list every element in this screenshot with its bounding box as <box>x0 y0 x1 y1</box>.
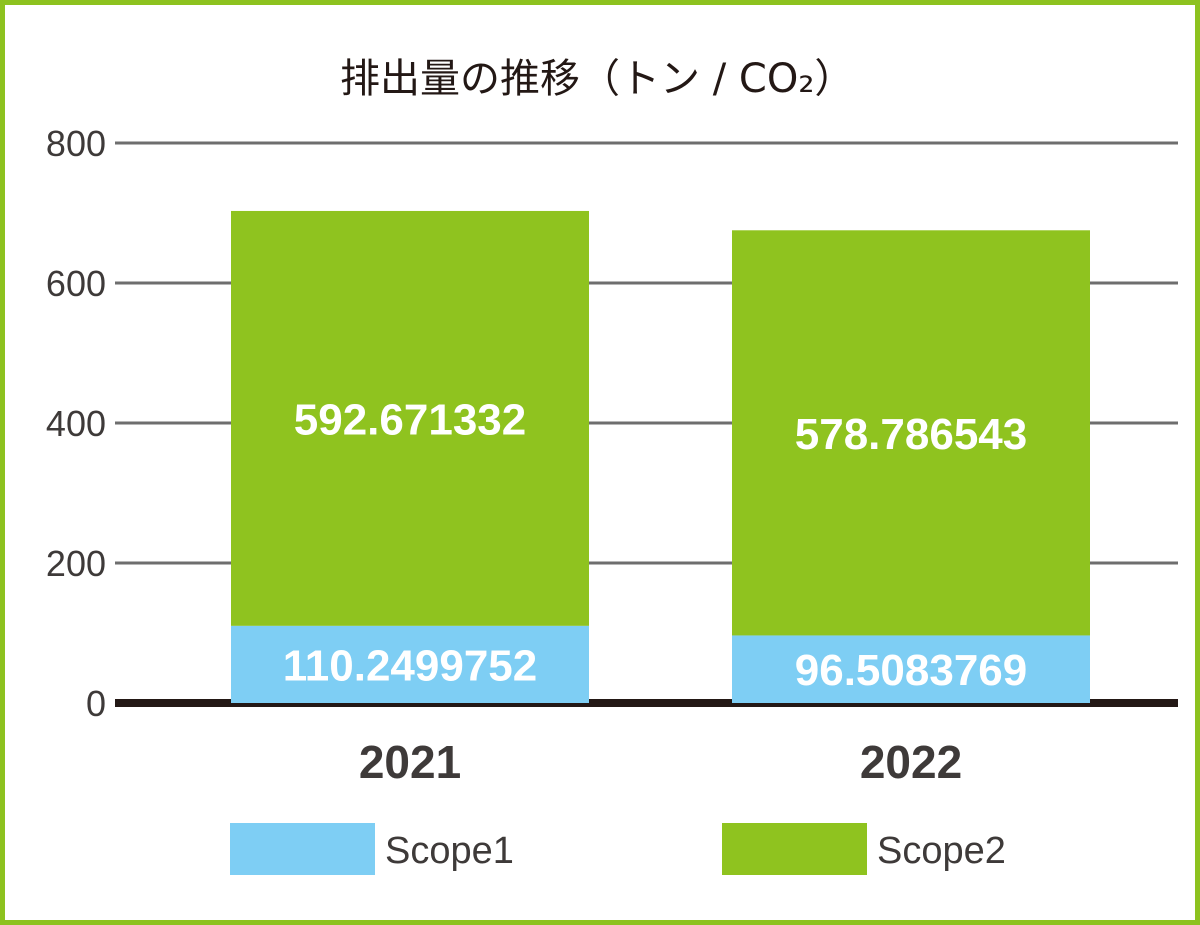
legend-label: Scope2 <box>877 830 1006 872</box>
x-category-label: 2022 <box>860 736 962 788</box>
data-label: 592.671332 <box>294 395 526 444</box>
y-axis-ticks: 0 200 400 600 800 <box>46 123 106 724</box>
x-category-label: 2021 <box>359 736 461 788</box>
y-tick-label: 400 <box>46 403 106 444</box>
legend-label: Scope1 <box>385 830 514 872</box>
y-tick-label: 0 <box>86 683 106 724</box>
legend-swatch-scope2 <box>722 823 867 875</box>
legend-swatch-scope1 <box>230 823 375 875</box>
legend: Scope1 Scope2 <box>230 823 1006 875</box>
bar-scope2-2022 <box>732 230 1090 636</box>
value-labels: 110.2499752 592.671332 96.5083769 578.78654… <box>283 395 1027 695</box>
x-axis-categories: 2021 2022 <box>359 736 962 788</box>
data-label: 578.786543 <box>795 410 1027 459</box>
y-tick-label: 600 <box>46 263 106 304</box>
chart-title: 排出量の推移（トン / CO₂） <box>340 56 854 102</box>
bars <box>231 210 1090 703</box>
y-tick-label: 800 <box>46 123 106 164</box>
y-tick-label: 200 <box>46 543 106 584</box>
bar-scope2-2021 <box>231 210 589 626</box>
data-label: 110.2499752 <box>283 641 538 690</box>
data-label: 96.5083769 <box>795 646 1027 695</box>
bar-scope1-2021 <box>231 625 589 703</box>
bar-scope1-2022 <box>732 635 1090 703</box>
